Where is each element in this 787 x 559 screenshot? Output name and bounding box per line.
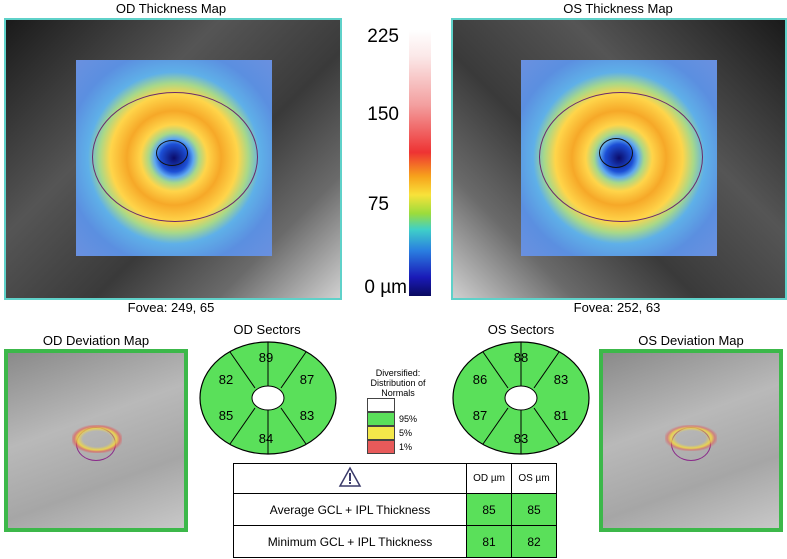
thickness-color-scale <box>409 30 431 296</box>
legend: 95% 5% 1% <box>367 398 417 454</box>
os-fundus-image <box>451 18 787 300</box>
od-sectors-title: OD Sectors <box>233 322 301 337</box>
od-deviation-title: OD Deviation Map <box>42 333 150 348</box>
legend-label-1: 1% <box>399 442 413 452</box>
table-row-average-label: Average GCL + IPL Thickness <box>233 493 467 526</box>
od-macula-ring <box>92 92 258 222</box>
od-thickness-heatmap <box>76 60 272 256</box>
os-sectors-title: OS Sectors <box>487 322 555 337</box>
scale-label-75: 75 <box>367 194 389 215</box>
od-sector-superior: 89 <box>258 350 274 365</box>
od-sector-superotemporal: 87 <box>299 372 315 387</box>
os-thickness-heatmap <box>521 60 717 256</box>
legend-label-5: 5% <box>399 428 413 438</box>
os-fovea-ring <box>599 138 633 168</box>
table-row-minimum-od: 81 <box>466 525 512 558</box>
od-deviation-highlight <box>72 425 122 453</box>
os-thickness-title: OS Thickness Map <box>563 1 673 16</box>
legend-title: Diversified: Distribution of Normals <box>370 368 426 398</box>
table-header-icon-cell <box>233 463 467 494</box>
legend-swatch-red <box>367 440 395 454</box>
od-fovea-label: Fovea: 249, 65 <box>127 300 215 315</box>
os-sector-superotemporal: 86 <box>472 372 488 387</box>
table-row-minimum-label: Minimum GCL + IPL Thickness <box>233 525 467 558</box>
legend-swatch-white <box>367 398 395 412</box>
scale-label-0: 0 µm <box>364 277 407 298</box>
os-fovea-label: Fovea: 252, 63 <box>573 300 661 315</box>
scale-label-225: 225 <box>367 26 399 47</box>
od-fundus-image <box>4 18 342 300</box>
legend-swatch-yellow <box>367 426 395 440</box>
os-sector-superior: 88 <box>513 350 529 365</box>
table-row-minimum-os: 82 <box>511 525 557 558</box>
od-sector-inferior: 84 <box>258 431 274 446</box>
table-row-average-od: 85 <box>466 493 512 526</box>
table-row-average-os: 85 <box>511 493 557 526</box>
os-macula-ring <box>539 92 703 222</box>
table-header-od: OD µm <box>466 463 512 494</box>
od-thickness-title: OD Thickness Map <box>115 1 227 16</box>
os-sector-superonasal: 83 <box>553 372 569 387</box>
os-deviation-highlight <box>665 425 717 451</box>
legend-swatch-green <box>367 412 395 426</box>
os-sector-inferonasal: 81 <box>553 408 569 423</box>
legend-label-95: 95% <box>399 414 418 424</box>
od-sectors-chart <box>199 341 337 455</box>
od-sector-inferonasal: 85 <box>218 408 234 423</box>
od-sector-superonasal: 82 <box>218 372 234 387</box>
od-deviation-map <box>4 349 188 532</box>
warning-icon <box>338 466 362 487</box>
os-sectors-chart <box>452 341 590 455</box>
os-deviation-map <box>599 349 783 532</box>
table-header-os: OS µm <box>511 463 557 494</box>
od-fovea-ring <box>156 140 188 166</box>
thickness-table: OD µm OS µm Average GCL + IPL Thickness … <box>233 463 557 558</box>
os-sector-inferior: 83 <box>513 431 529 446</box>
os-sector-inferotemporal: 87 <box>472 408 488 423</box>
scale-label-150: 150 <box>367 104 399 125</box>
os-deviation-title: OS Deviation Map <box>638 333 744 348</box>
od-sector-inferotemporal: 83 <box>299 408 315 423</box>
